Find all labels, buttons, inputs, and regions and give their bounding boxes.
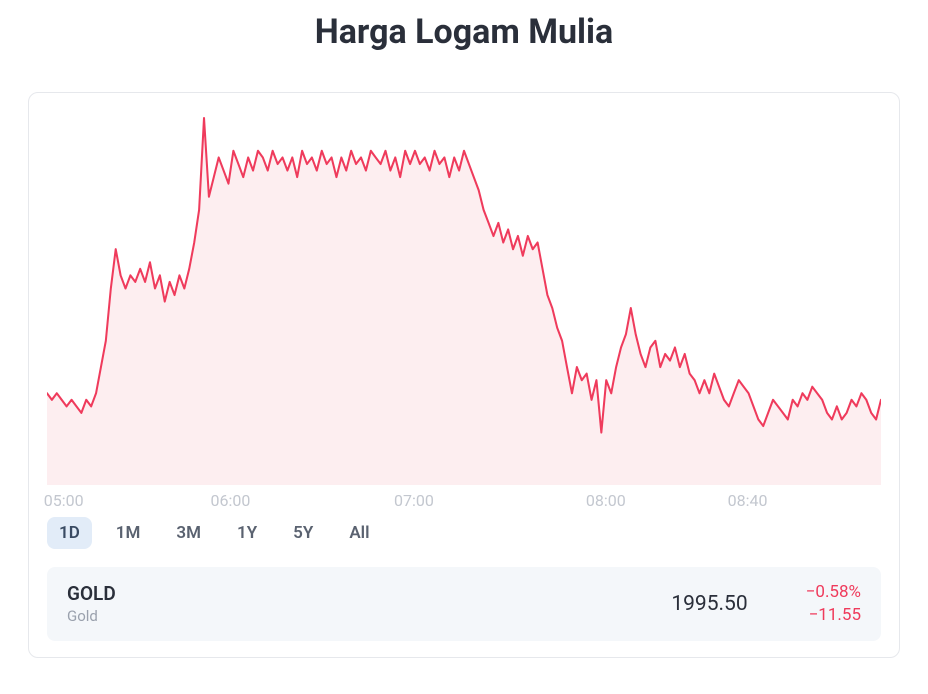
asset-price: 1995.50: [671, 592, 747, 616]
x-axis-tick: 08:40: [728, 491, 768, 510]
asset-change: −0.58% −11.55: [806, 581, 861, 627]
page-title: Harga Logam Mulia: [0, 0, 928, 92]
range-tabs: 1D 1M 3M 1Y 5Y All: [47, 509, 881, 567]
asset-change-abs: −11.55: [806, 604, 861, 627]
range-tab-1d[interactable]: 1D: [47, 517, 92, 549]
asset-row[interactable]: GOLD Gold 1995.50 −0.58% −11.55: [47, 567, 881, 641]
asset-identity: GOLD Gold: [67, 582, 653, 625]
asset-change-pct: −0.58%: [806, 581, 861, 604]
x-axis-tick: 07:00: [394, 491, 434, 510]
chart-x-axis: 05:00 06:00 07:00 08:00 08:40: [47, 485, 881, 509]
range-tab-5y[interactable]: 5Y: [281, 517, 325, 549]
range-tab-all[interactable]: All: [337, 517, 381, 549]
asset-symbol: GOLD: [67, 582, 653, 605]
price-card: 05:0006:0007:0008:0008:40 1D1M3M1Y5YAll …: [28, 92, 900, 658]
chart-canvas: [47, 105, 881, 485]
range-tab-1m[interactable]: 1M: [104, 517, 153, 549]
x-axis-tick: 06:00: [211, 491, 251, 510]
price-chart: [47, 105, 881, 485]
range-tab-1y[interactable]: 1Y: [225, 517, 269, 549]
asset-name: Gold: [67, 607, 653, 625]
x-axis-tick: 08:00: [586, 491, 626, 510]
x-axis-tick: 05:00: [44, 491, 84, 510]
range-tab-3m[interactable]: 3M: [164, 517, 213, 549]
